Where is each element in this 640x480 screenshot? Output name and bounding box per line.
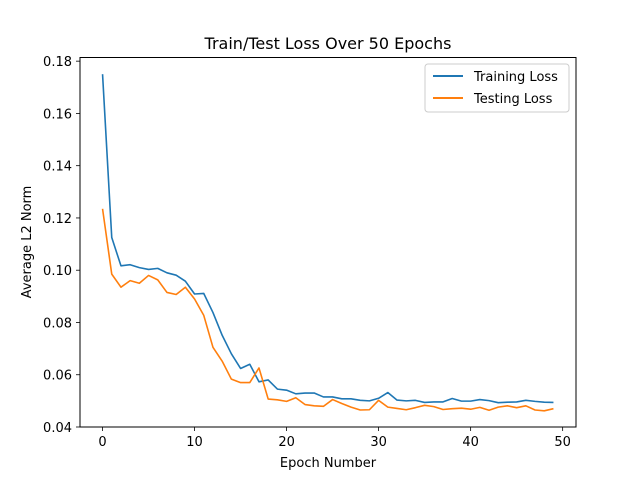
y-tick-label: 0.16 [43, 107, 72, 122]
y-tick-label: 0.10 [43, 264, 72, 279]
y-tick-label: 0.18 [43, 55, 72, 70]
y-tick-label: 0.12 [43, 212, 72, 227]
y-tick-label: 0.08 [43, 316, 72, 331]
legend: Training Loss Testing Loss [424, 63, 570, 113]
plot-frame [79, 57, 577, 428]
chart-title: Train/Test Loss Over 50 Epochs [204, 34, 452, 53]
x-axis-label: Epoch Number [280, 456, 377, 471]
legend-label-testing-loss: Testing Loss [473, 92, 553, 107]
x-tick-label: 30 [370, 435, 387, 450]
x-tick-label: 50 [554, 435, 571, 450]
x-tick-label: 0 [98, 435, 106, 450]
y-axis: 0.04 0.06 0.08 0.10 0.12 0.14 0.16 0.18 [43, 55, 80, 436]
plot-lines [101, 74, 554, 412]
x-tick-label: 20 [278, 435, 295, 450]
x-axis: 0 10 20 30 40 50 [98, 427, 571, 450]
y-tick-label: 0.14 [43, 160, 72, 175]
legend-label-training-loss: Training Loss [473, 70, 558, 85]
x-tick-label: 10 [186, 435, 203, 450]
y-tick-label: 0.04 [43, 421, 72, 436]
series-line-testing-loss [101, 208, 554, 412]
series-line-training-loss [101, 74, 554, 404]
y-axis-label: Average L2 Norm [20, 186, 35, 299]
x-tick-label: 40 [462, 435, 479, 450]
y-tick-label: 0.06 [43, 369, 72, 384]
